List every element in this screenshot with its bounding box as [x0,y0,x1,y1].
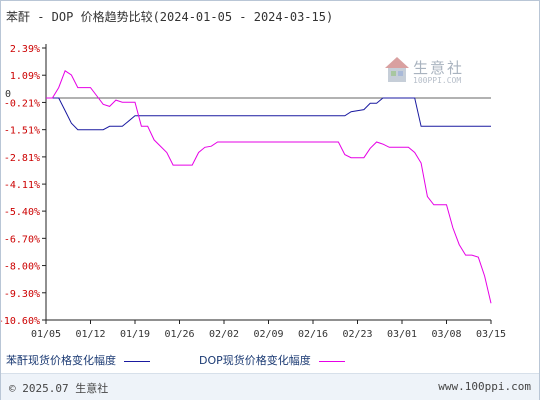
y-tick-label: -1.51% [4,126,40,137]
series-line-dop [46,70,492,304]
watermark-name: 生意社 [413,59,465,77]
x-tick-label: 03/08 [431,329,461,340]
house-logo-icon [385,57,409,82]
y-tick-label: -2.81% [4,153,40,164]
legend-swatch-dop [318,360,345,362]
x-tick-label: 01/26 [164,329,194,340]
y-tick-label: -4.11% [4,180,40,191]
plot-area: 0 2.39% 1.09% -0.21% -1.51% -2.81% -4.11% -5.4… [1,44,506,340]
x-tick-label: 01/05 [31,329,61,340]
y-tick-label: -10.60% [1,316,40,327]
y-tick-label: -8.00% [4,262,40,273]
y-tick-label: 1.09% [10,71,40,82]
y-tick-label: -6.70% [4,234,40,245]
legend-item-dop: DOP现货价格变化幅度 [199,352,345,368]
y-tick-label: 2.39% [10,44,40,55]
x-tick-label: 01/12 [75,329,105,340]
series-line-anhydride [46,97,491,131]
axes: 0 [5,44,491,321]
y-tick-label: -5.40% [4,207,40,218]
legend: 苯酐现货价格变化幅度 DOP现货价格变化幅度 [1,352,540,368]
x-tick-label: 03/15 [476,329,506,340]
footer-copyright: © 2025.07 生意社 [9,382,109,395]
y-tick-label: -0.21% [4,98,40,109]
legend-label-anhydride: 苯酐现货价格变化幅度 [6,354,116,367]
legend-swatch-anhydride [124,360,150,362]
chart-title: 苯酐 - DOP 价格趋势比较(2024-01-05 - 2024-03-15) [6,10,334,24]
x-tick-label: 02/09 [253,329,283,340]
footer-url: www.100ppi.com [438,380,531,393]
x-axis-ticks: 01/05 01/12 01/19 01/26 02/02 02/09 02/16 02/23… [31,320,506,340]
watermark-url: 100PPI.COM [413,76,462,85]
x-tick-label: 02/23 [342,329,372,340]
x-tick-label: 02/02 [209,329,239,340]
y-axis-ticks: 2.39% 1.09% -0.21% -1.51% -2.81% -4.11% -5.40%… [1,44,46,327]
series-lines [46,70,492,304]
watermark: 生意社 100PPI.COM [383,55,483,89]
zero-label: 0 [5,89,11,100]
x-tick-label: 03/01 [387,329,417,340]
footer: © 2025.07 生意社 www.100ppi.com [1,373,539,400]
legend-label-dop: DOP现货价格变化幅度 [199,354,311,367]
x-tick-label: 02/16 [298,329,328,340]
x-tick-label: 01/19 [120,329,150,340]
y-tick-label: -9.30% [4,289,40,300]
legend-item-anhydride: 苯酐现货价格变化幅度 [6,352,150,368]
